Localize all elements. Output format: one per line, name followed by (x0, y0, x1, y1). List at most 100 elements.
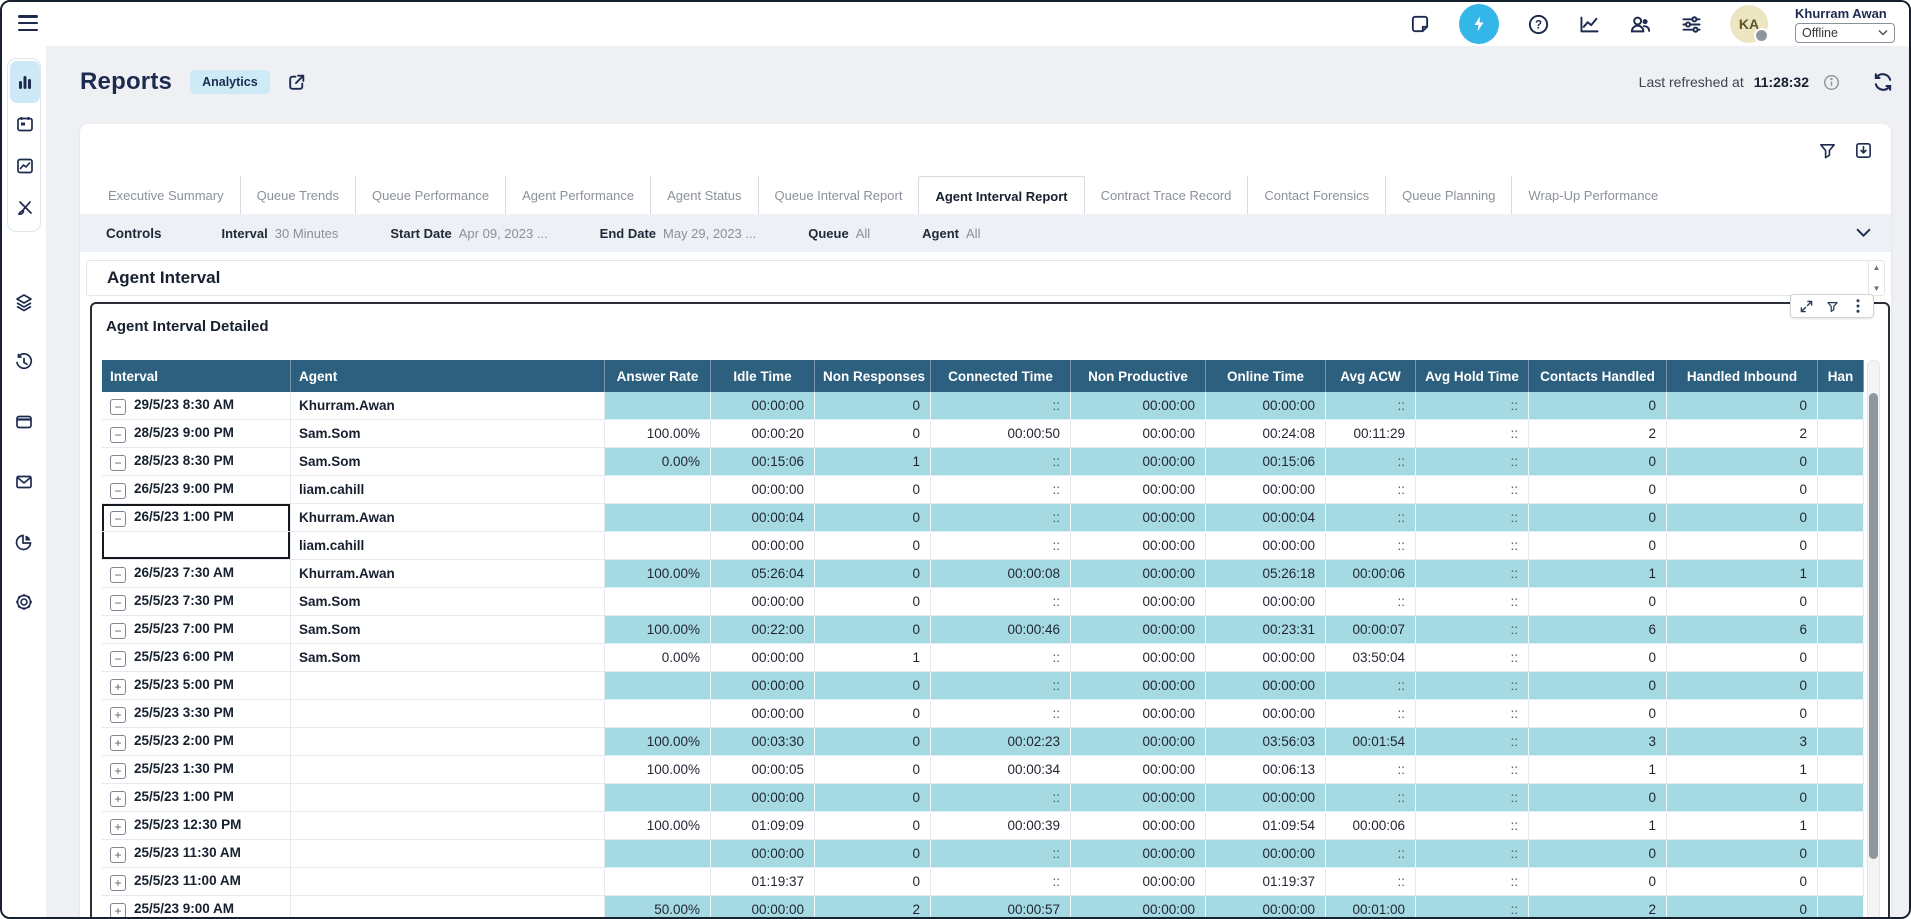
collapse-row-icon[interactable]: − (110, 511, 126, 527)
cell-interval[interactable]: +25/5/23 3:30 PM (102, 700, 291, 728)
quick-actions-icon[interactable] (1459, 4, 1499, 44)
column-header-idle-time[interactable]: Idle Time (711, 360, 815, 392)
tab-queue-planning[interactable]: Queue Planning (1385, 176, 1511, 214)
expand-row-icon[interactable]: + (110, 791, 126, 807)
tab-queue-performance[interactable]: Queue Performance (355, 176, 505, 214)
sidebar-item-reports[interactable] (10, 61, 40, 103)
collapse-row-icon[interactable]: − (110, 651, 126, 667)
sidebar-item-dashboards[interactable] (9, 524, 39, 560)
collapse-row-icon[interactable]: − (110, 399, 126, 415)
expand-row-icon[interactable]: + (110, 819, 126, 835)
control-queue[interactable]: QueueAll (808, 226, 870, 241)
status-dropdown[interactable]: Offline (1795, 23, 1895, 43)
table-row[interactable]: +25/5/23 11:30 AM00:00:000::00:00:0000:0… (102, 840, 1864, 868)
table-row[interactable]: +25/5/23 1:00 PM00:00:000::00:00:0000:00… (102, 784, 1864, 812)
kebab-menu-icon[interactable] (1851, 299, 1865, 313)
column-header-handled-inbound[interactable]: Handled Inbound (1667, 360, 1818, 392)
controls-collapse-icon[interactable] (1856, 228, 1871, 238)
column-header-answer-rate[interactable]: Answer Rate (605, 360, 711, 392)
table-row[interactable]: −29/5/23 8:30 AMKhurram.Awan00:00:000::0… (102, 392, 1864, 420)
tab-contract-trace-record[interactable]: Contract Trace Record (1085, 176, 1248, 214)
column-header-connected-time[interactable]: Connected Time (931, 360, 1071, 392)
cell-interval[interactable]: −26/5/23 1:00 PM (102, 504, 291, 532)
cell-interval[interactable]: +25/5/23 11:00 AM (102, 868, 291, 896)
cell-interval[interactable] (102, 532, 291, 560)
collapse-row-icon[interactable]: − (110, 483, 126, 499)
control-agent[interactable]: AgentAll (922, 226, 980, 241)
tab-executive-summary[interactable]: Executive Summary (92, 176, 240, 214)
collapse-row-icon[interactable]: − (110, 455, 126, 471)
avatar[interactable]: KA (1730, 5, 1768, 43)
cell-interval[interactable]: +25/5/23 9:00 AM (102, 896, 291, 919)
column-header-non-responses[interactable]: Non Responses (815, 360, 931, 392)
tab-agent-status[interactable]: Agent Status (650, 176, 757, 214)
column-header-avg-hold-time[interactable]: Avg Hold Time (1416, 360, 1529, 392)
cell-interval[interactable]: +25/5/23 2:00 PM (102, 728, 291, 756)
collapse-row-icon[interactable]: − (110, 595, 126, 611)
table-row[interactable]: liam.cahill00:00:000::00:00:0000:00:00::… (102, 532, 1864, 560)
sidebar-item-layers[interactable] (9, 284, 39, 320)
sidebar-item-analytics[interactable] (10, 145, 40, 187)
tab-queue-trends[interactable]: Queue Trends (240, 176, 355, 214)
cell-interval[interactable]: +25/5/23 12:30 PM (102, 812, 291, 840)
tab-wrap-up-performance[interactable]: Wrap-Up Performance (1511, 176, 1674, 214)
expand-row-icon[interactable]: + (110, 847, 126, 863)
tab-agent-interval-report[interactable]: Agent Interval Report (918, 176, 1084, 215)
control-start-date[interactable]: Start DateApr 09, 2023 ... (390, 226, 547, 241)
expand-row-icon[interactable]: + (110, 763, 126, 779)
cell-interval[interactable]: −25/5/23 7:00 PM (102, 616, 291, 644)
column-header-interval[interactable]: Interval (102, 360, 291, 392)
expand-row-icon[interactable]: + (110, 903, 126, 919)
cell-interval[interactable]: −25/5/23 6:00 PM (102, 644, 291, 672)
vertical-scrollbar[interactable] (1867, 360, 1880, 919)
sidebar-item-design[interactable] (10, 187, 40, 229)
cell-interval[interactable]: −25/5/23 7:30 PM (102, 588, 291, 616)
table-row[interactable]: −26/5/23 9:00 PMliam.cahill00:00:000::00… (102, 476, 1864, 504)
cell-interval[interactable]: −28/5/23 8:30 PM (102, 448, 291, 476)
section-scrollbar[interactable]: ▲▼ (1868, 261, 1884, 295)
column-header-agent[interactable]: Agent (291, 360, 605, 392)
scroll-up-icon[interactable]: ▲ (1873, 263, 1881, 272)
column-header-han[interactable]: Han (1818, 360, 1864, 392)
table-row[interactable]: +25/5/23 9:00 AM50.00%00:00:00200:00:570… (102, 896, 1864, 919)
expand-row-icon[interactable]: + (110, 735, 126, 751)
table-row[interactable]: +25/5/23 1:30 PM100.00%00:00:05000:00:34… (102, 756, 1864, 784)
sidebar-item-schedule[interactable] (10, 103, 40, 145)
expand-row-icon[interactable]: + (110, 679, 126, 695)
control-end-date[interactable]: End DateMay 29, 2023 ... (600, 226, 757, 241)
cell-interval[interactable]: +25/5/23 1:00 PM (102, 784, 291, 812)
sidebar-item-window[interactable] (9, 404, 39, 440)
vertical-scrollbar-thumb[interactable] (1869, 393, 1878, 859)
settings-sliders-icon[interactable] (1679, 12, 1703, 36)
refresh-icon[interactable] (1871, 70, 1895, 94)
notes-icon[interactable] (1408, 12, 1432, 36)
cell-interval[interactable]: −26/5/23 7:30 AM (102, 560, 291, 588)
table-row[interactable]: −26/5/23 1:00 PMKhurram.Awan00:00:040::0… (102, 504, 1864, 532)
column-header-online-time[interactable]: Online Time (1206, 360, 1326, 392)
help-icon[interactable]: ? (1526, 12, 1550, 36)
table-row[interactable]: −25/5/23 6:00 PMSam.Som0.00%00:00:001::0… (102, 644, 1864, 672)
control-interval[interactable]: Interval30 Minutes (222, 226, 339, 241)
table-row[interactable]: +25/5/23 5:00 PM00:00:000::00:00:0000:00… (102, 672, 1864, 700)
contacts-icon[interactable] (1628, 12, 1652, 36)
expand-panel-icon[interactable] (1799, 299, 1813, 313)
cell-interval[interactable]: +25/5/23 1:30 PM (102, 756, 291, 784)
sidebar-item-settings[interactable] (9, 584, 39, 620)
cell-interval[interactable]: −29/5/23 8:30 AM (102, 392, 291, 420)
column-header-contacts-handled[interactable]: Contacts Handled (1529, 360, 1667, 392)
scroll-down-icon[interactable]: ▼ (1873, 284, 1881, 293)
expand-row-icon[interactable]: + (110, 707, 126, 723)
table-row[interactable]: −28/5/23 8:30 PMSam.Som0.00%00:15:061::0… (102, 448, 1864, 476)
sidebar-item-mail[interactable] (9, 464, 39, 500)
tab-contact-forensics[interactable]: Contact Forensics (1247, 176, 1385, 214)
table-row[interactable]: −25/5/23 7:30 PMSam.Som00:00:000::00:00:… (102, 588, 1864, 616)
table-row[interactable]: −26/5/23 7:30 AMKhurram.Awan100.00%05:26… (102, 560, 1864, 588)
column-header-non-productive[interactable]: Non Productive (1071, 360, 1206, 392)
table-row[interactable]: +25/5/23 11:00 AM01:19:370::00:00:0001:1… (102, 868, 1864, 896)
cell-interval[interactable]: −28/5/23 9:00 PM (102, 420, 291, 448)
table-row[interactable]: +25/5/23 3:30 PM00:00:000::00:00:0000:00… (102, 700, 1864, 728)
table-row[interactable]: −25/5/23 7:00 PMSam.Som100.00%00:22:0000… (102, 616, 1864, 644)
expand-row-icon[interactable]: + (110, 875, 126, 891)
info-icon[interactable] (1819, 70, 1843, 94)
hamburger-menu-icon[interactable] (18, 15, 38, 31)
